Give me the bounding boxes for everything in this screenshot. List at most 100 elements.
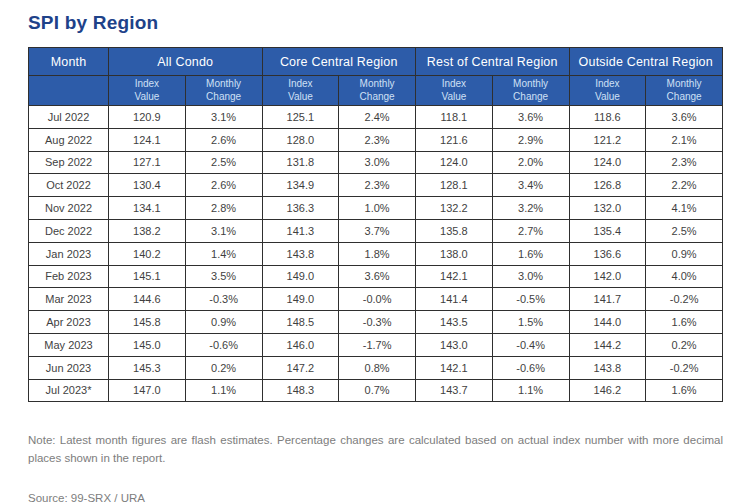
index-value-cell: 132.2 [416, 197, 493, 220]
monthly-change-cell: 2.3% [339, 128, 416, 151]
index-value-cell: 145.8 [109, 311, 186, 334]
index-value-cell: 149.0 [262, 265, 339, 288]
table-row: Mar 2023144.6-0.3%149.0-0.0%141.4-0.5%14… [29, 288, 723, 311]
month-cell: Oct 2022 [29, 174, 109, 197]
index-value-cell: 134.9 [262, 174, 339, 197]
monthly-change-cell: -0.3% [339, 311, 416, 334]
monthly-change-cell: 0.8% [339, 356, 416, 379]
index-value-cell: 148.5 [262, 311, 339, 334]
monthly-change-cell: 1.0% [339, 197, 416, 220]
index-value-cell: 138.0 [416, 242, 493, 265]
monthly-change-cell: 4.1% [646, 197, 723, 220]
monthly-change-cell: 0.7% [339, 379, 416, 402]
table-row: Sep 2022127.12.5%131.83.0%124.02.0%124.0… [29, 151, 723, 174]
month-cell: Aug 2022 [29, 128, 109, 151]
index-value-cell: 149.0 [262, 288, 339, 311]
month-cell: Nov 2022 [29, 197, 109, 220]
table-row: Nov 2022134.12.8%136.31.0%132.23.2%132.0… [29, 197, 723, 220]
month-column-spacer [29, 76, 109, 106]
monthly-change-cell: 2.3% [339, 174, 416, 197]
index-value-cell: 118.6 [569, 106, 646, 129]
index-value-cell: 144.2 [569, 333, 646, 356]
index-value-cell: 131.8 [262, 151, 339, 174]
index-value-cell: 121.6 [416, 128, 493, 151]
monthly-change-cell: 1.8% [339, 242, 416, 265]
subheader-3-0: Index Value [569, 76, 646, 106]
subheader-1-1: Monthly Change [339, 76, 416, 106]
monthly-change-cell: 3.6% [492, 106, 569, 129]
index-value-cell: 147.0 [109, 379, 186, 402]
month-cell: May 2023 [29, 333, 109, 356]
monthly-change-cell: 2.5% [646, 219, 723, 242]
monthly-change-cell: 4.0% [646, 265, 723, 288]
subheader-0-0: Index Value [109, 76, 186, 106]
header-sub-row: Index ValueMonthly ChangeIndex ValueMont… [29, 76, 723, 106]
monthly-change-cell: 0.9% [185, 311, 262, 334]
monthly-change-cell: -0.5% [492, 288, 569, 311]
monthly-change-cell: 3.4% [492, 174, 569, 197]
index-value-cell: 143.8 [569, 356, 646, 379]
index-value-cell: 125.1 [262, 106, 339, 129]
group-header-1: Core Central Region [262, 48, 416, 76]
table-header: MonthAll CondoCore Central RegionRest of… [29, 48, 723, 106]
monthly-change-cell: 2.7% [492, 219, 569, 242]
subheader-3-1: Monthly Change [646, 76, 723, 106]
index-value-cell: 136.3 [262, 197, 339, 220]
page: SPI by Region MonthAll CondoCore Central… [0, 0, 750, 503]
monthly-change-cell: 2.4% [339, 106, 416, 129]
monthly-change-cell: -0.2% [646, 288, 723, 311]
table-row: May 2023145.0-0.6%146.0-1.7%143.0-0.4%14… [29, 333, 723, 356]
monthly-change-cell: 1.5% [492, 311, 569, 334]
monthly-change-cell: 1.1% [185, 379, 262, 402]
monthly-change-cell: 1.6% [646, 311, 723, 334]
monthly-change-cell: 2.9% [492, 128, 569, 151]
index-value-cell: 136.6 [569, 242, 646, 265]
footnote: Note: Latest month figures are flash est… [28, 432, 723, 467]
index-value-cell: 124.0 [416, 151, 493, 174]
index-value-cell: 147.2 [262, 356, 339, 379]
index-value-cell: 138.2 [109, 219, 186, 242]
monthly-change-cell: 2.2% [646, 174, 723, 197]
monthly-change-cell: -0.3% [185, 288, 262, 311]
index-value-cell: 120.9 [109, 106, 186, 129]
index-value-cell: 143.8 [262, 242, 339, 265]
table-row: Jun 2023145.30.2%147.20.8%142.1-0.6%143.… [29, 356, 723, 379]
monthly-change-cell: 2.8% [185, 197, 262, 220]
monthly-change-cell: 3.0% [492, 265, 569, 288]
monthly-change-cell: -1.7% [339, 333, 416, 356]
page-title: SPI by Region [28, 12, 723, 34]
table-row: Jan 2023140.21.4%143.81.8%138.01.6%136.6… [29, 242, 723, 265]
index-value-cell: 121.2 [569, 128, 646, 151]
monthly-change-cell: 3.5% [185, 265, 262, 288]
month-cell: Feb 2023 [29, 265, 109, 288]
monthly-change-cell: 3.1% [185, 106, 262, 129]
monthly-change-cell: 2.6% [185, 128, 262, 151]
monthly-change-cell: 2.5% [185, 151, 262, 174]
index-value-cell: 124.0 [569, 151, 646, 174]
monthly-change-cell: 0.9% [646, 242, 723, 265]
index-value-cell: 135.8 [416, 219, 493, 242]
table-row: Jul 2023*147.01.1%148.30.7%143.71.1%146.… [29, 379, 723, 402]
index-value-cell: 141.7 [569, 288, 646, 311]
month-cell: Sep 2022 [29, 151, 109, 174]
monthly-change-cell: 3.2% [492, 197, 569, 220]
index-value-cell: 130.4 [109, 174, 186, 197]
index-value-cell: 128.0 [262, 128, 339, 151]
subheader-0-1: Monthly Change [185, 76, 262, 106]
monthly-change-cell: 3.6% [646, 106, 723, 129]
index-value-cell: 142.0 [569, 265, 646, 288]
monthly-change-cell: -0.4% [492, 333, 569, 356]
table-row: Jul 2022120.93.1%125.12.4%118.13.6%118.6… [29, 106, 723, 129]
index-value-cell: 146.0 [262, 333, 339, 356]
monthly-change-cell: 1.6% [646, 379, 723, 402]
monthly-change-cell: 0.2% [185, 356, 262, 379]
month-cell: Mar 2023 [29, 288, 109, 311]
index-value-cell: 118.1 [416, 106, 493, 129]
index-value-cell: 126.8 [569, 174, 646, 197]
monthly-change-cell: 2.0% [492, 151, 569, 174]
index-value-cell: 145.0 [109, 333, 186, 356]
index-value-cell: 144.0 [569, 311, 646, 334]
index-value-cell: 127.1 [109, 151, 186, 174]
index-value-cell: 140.2 [109, 242, 186, 265]
index-value-cell: 142.1 [416, 356, 493, 379]
